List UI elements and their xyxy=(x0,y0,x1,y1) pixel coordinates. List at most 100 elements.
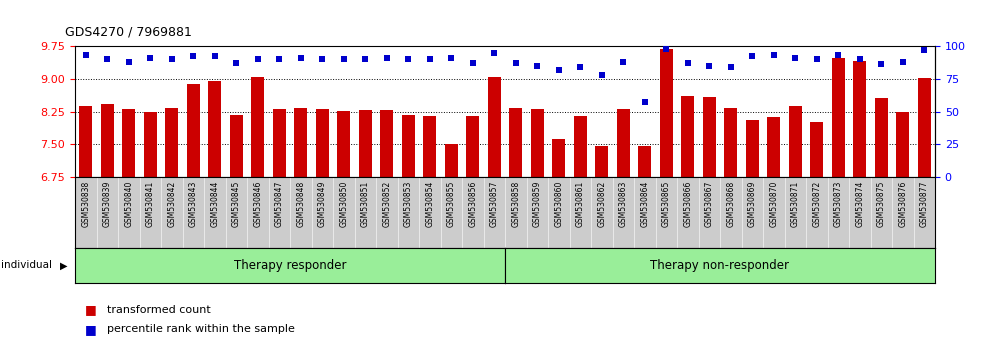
Point xyxy=(250,56,266,62)
Point xyxy=(809,56,825,62)
Point xyxy=(314,56,330,62)
Point xyxy=(486,50,502,56)
Text: GSM530850: GSM530850 xyxy=(339,181,348,227)
Text: GSM530867: GSM530867 xyxy=(705,181,714,227)
Bar xyxy=(703,97,716,177)
Bar xyxy=(918,78,931,177)
Bar xyxy=(574,116,587,177)
Point xyxy=(572,64,588,70)
Bar xyxy=(531,109,544,177)
Bar xyxy=(230,115,243,177)
Bar xyxy=(595,145,608,177)
Text: GSM530854: GSM530854 xyxy=(425,181,434,227)
Text: GSM530846: GSM530846 xyxy=(253,181,262,227)
Text: GSM530856: GSM530856 xyxy=(468,181,477,227)
Text: GSM530838: GSM530838 xyxy=(81,181,90,227)
Text: transformed count: transformed count xyxy=(107,305,211,315)
Text: GSM530866: GSM530866 xyxy=(683,181,692,227)
Bar xyxy=(294,108,307,177)
Point xyxy=(379,55,395,61)
Text: GSM530873: GSM530873 xyxy=(834,181,843,227)
Point xyxy=(615,59,631,64)
Point xyxy=(830,52,846,58)
Point xyxy=(916,47,932,53)
Text: GSM530874: GSM530874 xyxy=(855,181,864,227)
Point xyxy=(228,60,244,66)
Text: GSM530863: GSM530863 xyxy=(619,181,628,227)
Point xyxy=(766,52,782,58)
Text: Therapy non-responder: Therapy non-responder xyxy=(650,259,790,272)
Point xyxy=(465,60,481,66)
Point xyxy=(357,56,373,62)
Point xyxy=(594,72,610,78)
Point xyxy=(895,59,911,64)
Text: GSM530865: GSM530865 xyxy=(662,181,671,227)
Bar xyxy=(165,108,178,177)
Text: GSM530861: GSM530861 xyxy=(576,181,585,227)
Bar xyxy=(316,109,329,177)
Bar xyxy=(660,49,673,177)
Text: GSM530857: GSM530857 xyxy=(490,181,499,227)
Point xyxy=(787,55,803,61)
Text: GSM530869: GSM530869 xyxy=(748,181,757,227)
Text: GSM530864: GSM530864 xyxy=(640,181,649,227)
Point xyxy=(164,56,180,62)
Point xyxy=(637,99,653,105)
Bar xyxy=(767,117,780,177)
Bar xyxy=(402,115,415,177)
Text: GSM530862: GSM530862 xyxy=(597,181,606,227)
Point xyxy=(744,54,760,59)
Text: GSM530841: GSM530841 xyxy=(146,181,155,227)
Point xyxy=(551,67,567,73)
Point xyxy=(443,55,459,61)
Point xyxy=(78,52,94,58)
Text: GSM530855: GSM530855 xyxy=(447,181,456,227)
Bar xyxy=(896,112,909,177)
Bar xyxy=(337,111,350,177)
Bar xyxy=(789,106,802,177)
Text: GSM530871: GSM530871 xyxy=(791,181,800,227)
Bar xyxy=(853,61,866,177)
Point xyxy=(271,56,287,62)
Text: GSM530848: GSM530848 xyxy=(296,181,305,227)
Text: ▶: ▶ xyxy=(60,261,67,270)
Point xyxy=(142,55,158,61)
Point xyxy=(529,63,545,68)
Text: GSM530849: GSM530849 xyxy=(318,181,327,227)
Point xyxy=(400,56,416,62)
Bar xyxy=(509,108,522,177)
Bar xyxy=(832,58,845,177)
Bar xyxy=(638,145,651,177)
Bar xyxy=(552,139,565,177)
Text: GSM530840: GSM530840 xyxy=(124,181,133,227)
Bar xyxy=(251,76,264,177)
Text: GSM530845: GSM530845 xyxy=(232,181,241,227)
Point xyxy=(701,63,717,68)
Text: GSM530853: GSM530853 xyxy=(404,181,413,227)
Bar xyxy=(380,110,393,177)
Point xyxy=(185,54,201,59)
Bar xyxy=(273,109,286,177)
Text: GSM530843: GSM530843 xyxy=(189,181,198,227)
Bar xyxy=(617,109,630,177)
Text: GSM530847: GSM530847 xyxy=(275,181,284,227)
Text: ■: ■ xyxy=(85,303,97,316)
Point xyxy=(99,56,115,62)
Text: GSM530868: GSM530868 xyxy=(726,181,735,227)
Text: GSM530875: GSM530875 xyxy=(877,181,886,227)
Text: GDS4270 / 7969881: GDS4270 / 7969881 xyxy=(65,26,192,39)
Text: GSM530858: GSM530858 xyxy=(511,181,520,227)
Bar xyxy=(488,77,501,177)
Bar xyxy=(810,121,823,177)
Point xyxy=(680,60,696,66)
Point xyxy=(207,54,223,59)
Bar xyxy=(79,106,92,177)
Text: ■: ■ xyxy=(85,323,97,336)
Text: GSM530839: GSM530839 xyxy=(103,181,112,227)
Point xyxy=(336,56,352,62)
Point xyxy=(723,64,739,70)
Bar xyxy=(359,110,372,177)
Text: Therapy responder: Therapy responder xyxy=(234,259,346,272)
Text: percentile rank within the sample: percentile rank within the sample xyxy=(107,324,295,334)
Point xyxy=(293,55,309,61)
